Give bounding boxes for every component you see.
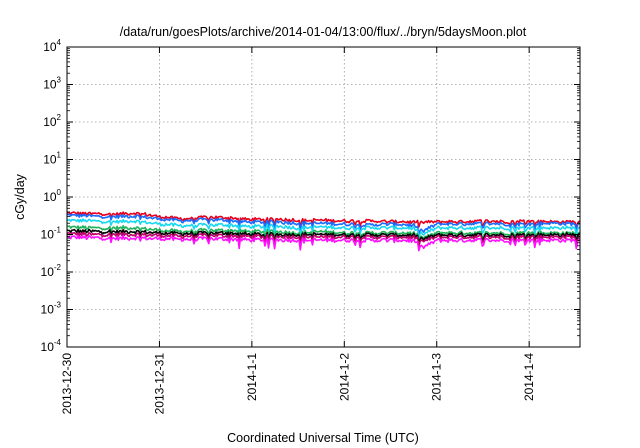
x-tick-label: 2013-12-30	[60, 353, 74, 415]
y-axis-label: cGy/day	[13, 173, 27, 220]
series-layer	[66, 211, 581, 252]
y-tick-label: 10-4	[41, 338, 62, 354]
y-tick-label: 101	[43, 151, 61, 167]
y-tick-label: 10-3	[41, 301, 62, 317]
y-tick-label: 10-1	[41, 226, 62, 242]
series-line	[66, 228, 581, 245]
series-line	[66, 213, 581, 235]
series-line	[66, 218, 581, 239]
x-tick-label: 2014-1-4	[522, 353, 536, 401]
x-tick-label: 2014-1-1	[245, 353, 259, 401]
x-tick-label: 2013-12-31	[152, 353, 166, 415]
x-axis-label: Coordinated Universal Time (UTC)	[227, 431, 419, 445]
x-tick-label: 2014-1-2	[337, 353, 351, 401]
series-line	[66, 234, 581, 252]
x-tick-layer: 2013-12-30 2013-12-31 2014-1-1 2014-1-2 2014…	[60, 47, 536, 414]
y-tick-label: 10-2	[41, 263, 62, 279]
series-line	[67, 211, 581, 229]
grid-layer	[67, 47, 580, 347]
y-tick-label: 104	[43, 38, 61, 54]
y-tick-layer: 10-4 10-3 10-2 10-1 100 101 102 103 104	[41, 38, 580, 354]
chart-title: /data/run/goesPlots/archive/2014-01-04/1…	[120, 25, 527, 39]
x-tick-label: 2014-1-3	[430, 353, 444, 401]
y-tick-label: 103	[43, 76, 61, 92]
y-tick-label: 102	[43, 113, 61, 129]
series-line	[66, 231, 581, 248]
y-tick-label: 100	[43, 188, 61, 204]
series-line	[66, 225, 581, 243]
